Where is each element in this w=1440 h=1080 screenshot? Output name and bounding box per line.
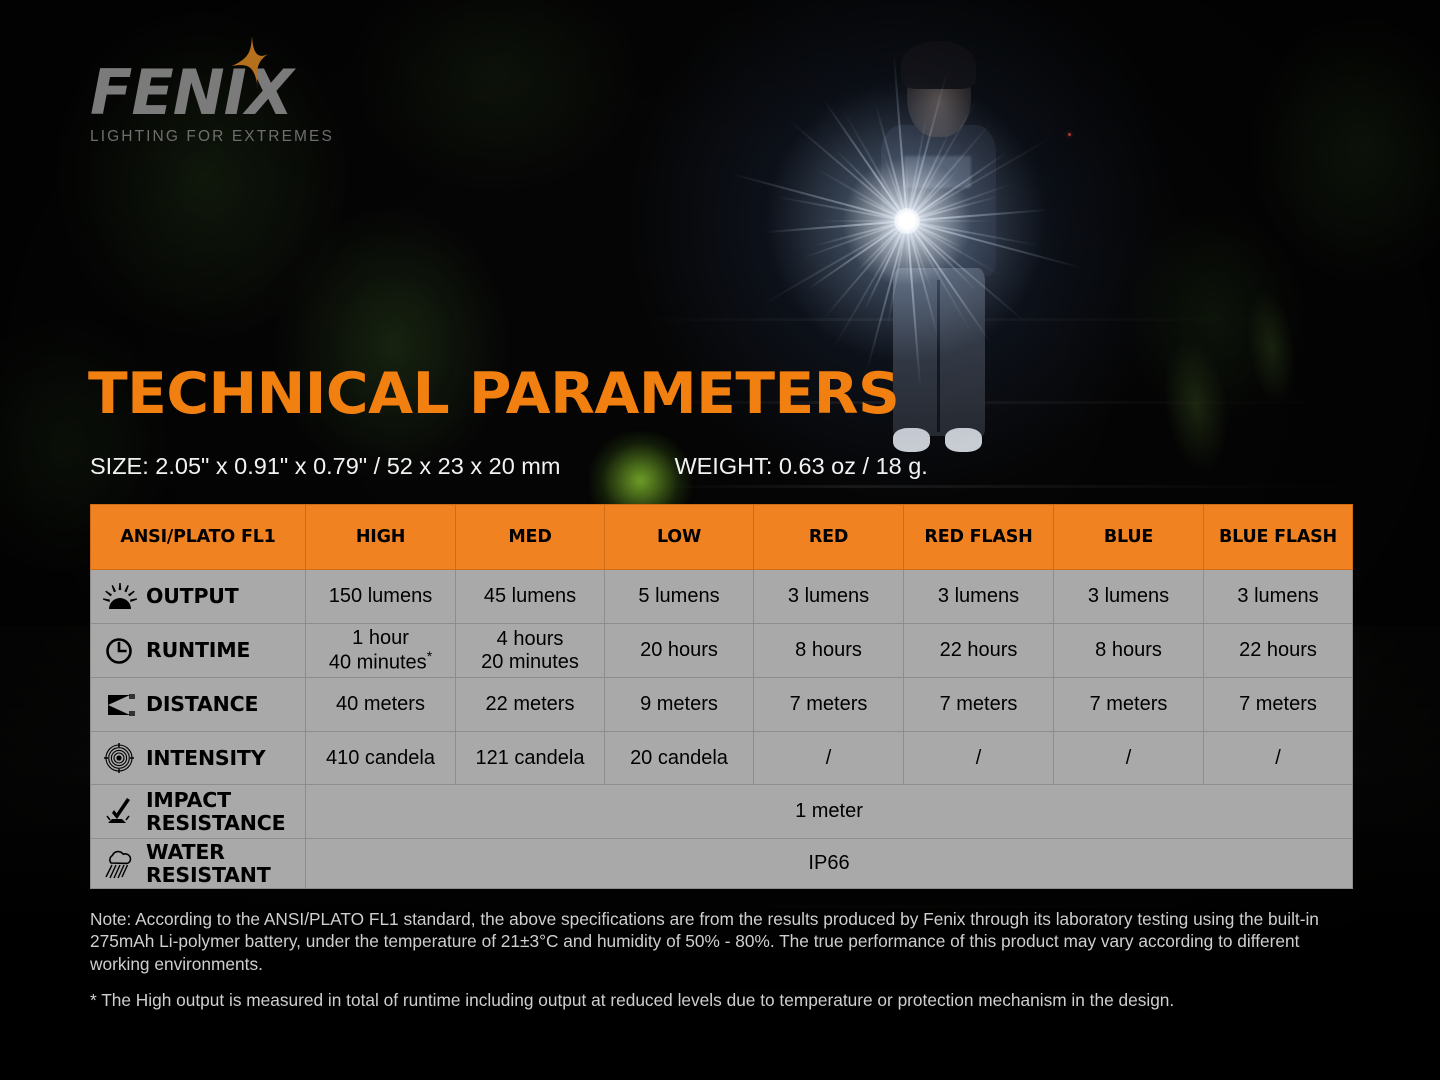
cell-intensity-high: 410 candela bbox=[305, 731, 456, 785]
column-header-red-flash: RED FLASH bbox=[903, 504, 1054, 570]
beam-distance-icon bbox=[108, 693, 135, 716]
column-header-high: HIGH bbox=[305, 504, 456, 570]
impact-label-line2: RESISTANCE bbox=[146, 810, 286, 835]
row-label-water-resistant: WATER RESISTANT bbox=[90, 838, 306, 889]
table-row-intensity: INTENSITY 410 candela 121 candela 20 can… bbox=[90, 731, 1353, 785]
clock-icon bbox=[106, 637, 132, 664]
cell-output-blue-flash: 3 lumens bbox=[1203, 569, 1353, 624]
cell-runtime-red: 8 hours bbox=[753, 623, 904, 678]
fenix-logo: FENIX LIGHTING FOR EXTREMES bbox=[90, 36, 334, 146]
logo-wordmark: FENIX bbox=[90, 56, 293, 129]
table-row-water-resistant: WATER RESISTANT IP66 bbox=[90, 838, 1353, 889]
specifications-table: ANSI/PLATO FL1 HIGH MED LOW RED RED FLAS… bbox=[90, 504, 1353, 889]
product-dimensions: SIZE: 2.05" x 0.91" x 0.79" / 52 x 23 x … bbox=[90, 452, 1360, 480]
note-main: Note: According to the ANSI/PLATO FL1 st… bbox=[90, 909, 1319, 974]
page-title: TECHNICAL PARAMETERS bbox=[88, 361, 900, 427]
note-footnote: * The High output is measured in total o… bbox=[90, 990, 1175, 1011]
cell-water-resistant-value: IP66 bbox=[305, 838, 1353, 889]
table-row-impact-resistance: IMPACT RESISTANCE 1 meter bbox=[90, 784, 1353, 839]
row-label-text: DISTANCE bbox=[146, 692, 259, 717]
cell-output-low: 5 lumens bbox=[604, 569, 754, 624]
cell-runtime-low: 20 hours bbox=[604, 623, 754, 678]
runtime-high-line2: 40 minutes bbox=[328, 651, 427, 674]
target-intensity-icon bbox=[104, 743, 134, 773]
cell-output-blue: 3 lumens bbox=[1053, 569, 1204, 624]
row-label-impact-resistance: IMPACT RESISTANCE bbox=[90, 784, 306, 839]
table-row-distance: DISTANCE 40 meters 22 meters 9 meters 7 … bbox=[90, 677, 1353, 732]
impact-label-line1: IMPACT bbox=[146, 788, 231, 813]
weight-text: WEIGHT: 0.63 oz / 18 g. bbox=[674, 453, 928, 479]
runtime-med-line2: 20 minutes bbox=[481, 650, 579, 673]
table-header-row: ANSI/PLATO FL1 HIGH MED LOW RED RED FLAS… bbox=[90, 504, 1353, 570]
cell-intensity-red-flash: / bbox=[903, 731, 1054, 785]
column-header-ansi: ANSI/PLATO FL1 bbox=[90, 504, 306, 570]
cell-distance-red: 7 meters bbox=[753, 677, 904, 732]
cell-runtime-red-flash: 22 hours bbox=[903, 623, 1054, 678]
row-label-output: OUTPUT bbox=[90, 569, 306, 624]
runtime-high-line1: 1 hour bbox=[352, 626, 409, 649]
row-label-runtime: RUNTIME bbox=[90, 623, 306, 678]
runtime-footnote-marker: * bbox=[426, 648, 433, 665]
water-label-line1: WATER bbox=[146, 840, 225, 865]
cell-intensity-med: 121 candela bbox=[455, 731, 605, 785]
cell-runtime-blue: 8 hours bbox=[1053, 623, 1204, 678]
row-label-intensity: INTENSITY bbox=[90, 731, 306, 785]
table-row-runtime: RUNTIME 1 hour 40 minutes* 4 hours 20 mi… bbox=[90, 623, 1353, 678]
notes-section: Note: According to the ANSI/PLATO FL1 st… bbox=[90, 908, 1358, 1012]
column-header-blue-flash: BLUE FLASH bbox=[1203, 504, 1353, 570]
row-label-text: IMPACT RESISTANCE bbox=[146, 788, 286, 835]
impact-resistance-icon bbox=[106, 797, 130, 823]
cell-intensity-red: / bbox=[753, 731, 904, 785]
row-label-text: RUNTIME bbox=[146, 638, 251, 663]
row-label-text: WATER RESISTANT bbox=[146, 841, 271, 885]
cell-runtime-high: 1 hour 40 minutes* bbox=[305, 623, 456, 678]
table-row-output: OUTPUT 150 lumens 45 lumens 5 lumens 3 l… bbox=[90, 569, 1353, 624]
row-label-text: OUTPUT bbox=[146, 584, 239, 609]
cell-runtime-med: 4 hours 20 minutes bbox=[455, 623, 605, 678]
cell-intensity-low: 20 candela bbox=[604, 731, 754, 785]
column-header-blue: BLUE bbox=[1053, 504, 1204, 570]
cell-runtime-blue-flash: 22 hours bbox=[1203, 623, 1353, 678]
cell-distance-low: 9 meters bbox=[604, 677, 754, 732]
cell-intensity-blue: / bbox=[1053, 731, 1204, 785]
water-label-line2: RESISTANT bbox=[146, 862, 271, 887]
cell-output-med: 45 lumens bbox=[455, 569, 605, 624]
column-header-red: RED bbox=[753, 504, 904, 570]
cell-impact-resistance-value: 1 meter bbox=[305, 784, 1353, 839]
cell-distance-high: 40 meters bbox=[305, 677, 456, 732]
size-text: SIZE: 2.05" x 0.91" x 0.79" / 52 x 23 x … bbox=[90, 453, 561, 479]
row-label-text: INTENSITY bbox=[146, 745, 266, 770]
column-header-low: LOW bbox=[604, 504, 754, 570]
rain-cloud-icon bbox=[105, 850, 132, 878]
cell-distance-med: 22 meters bbox=[455, 677, 605, 732]
cell-output-red: 3 lumens bbox=[753, 569, 904, 624]
cell-intensity-blue-flash: / bbox=[1203, 731, 1353, 785]
logo-star-icon bbox=[232, 36, 268, 90]
column-header-med: MED bbox=[455, 504, 605, 570]
cell-distance-red-flash: 7 meters bbox=[903, 677, 1054, 732]
runtime-med-line1: 4 hours bbox=[496, 628, 564, 651]
cell-output-red-flash: 3 lumens bbox=[903, 569, 1054, 624]
logo-tagline: LIGHTING FOR EXTREMES bbox=[90, 128, 334, 145]
row-label-distance: DISTANCE bbox=[90, 677, 306, 732]
cell-distance-blue-flash: 7 meters bbox=[1203, 677, 1353, 732]
sunburst-icon bbox=[103, 582, 137, 609]
cell-distance-blue: 7 meters bbox=[1053, 677, 1204, 732]
cell-output-high: 150 lumens bbox=[305, 569, 456, 624]
